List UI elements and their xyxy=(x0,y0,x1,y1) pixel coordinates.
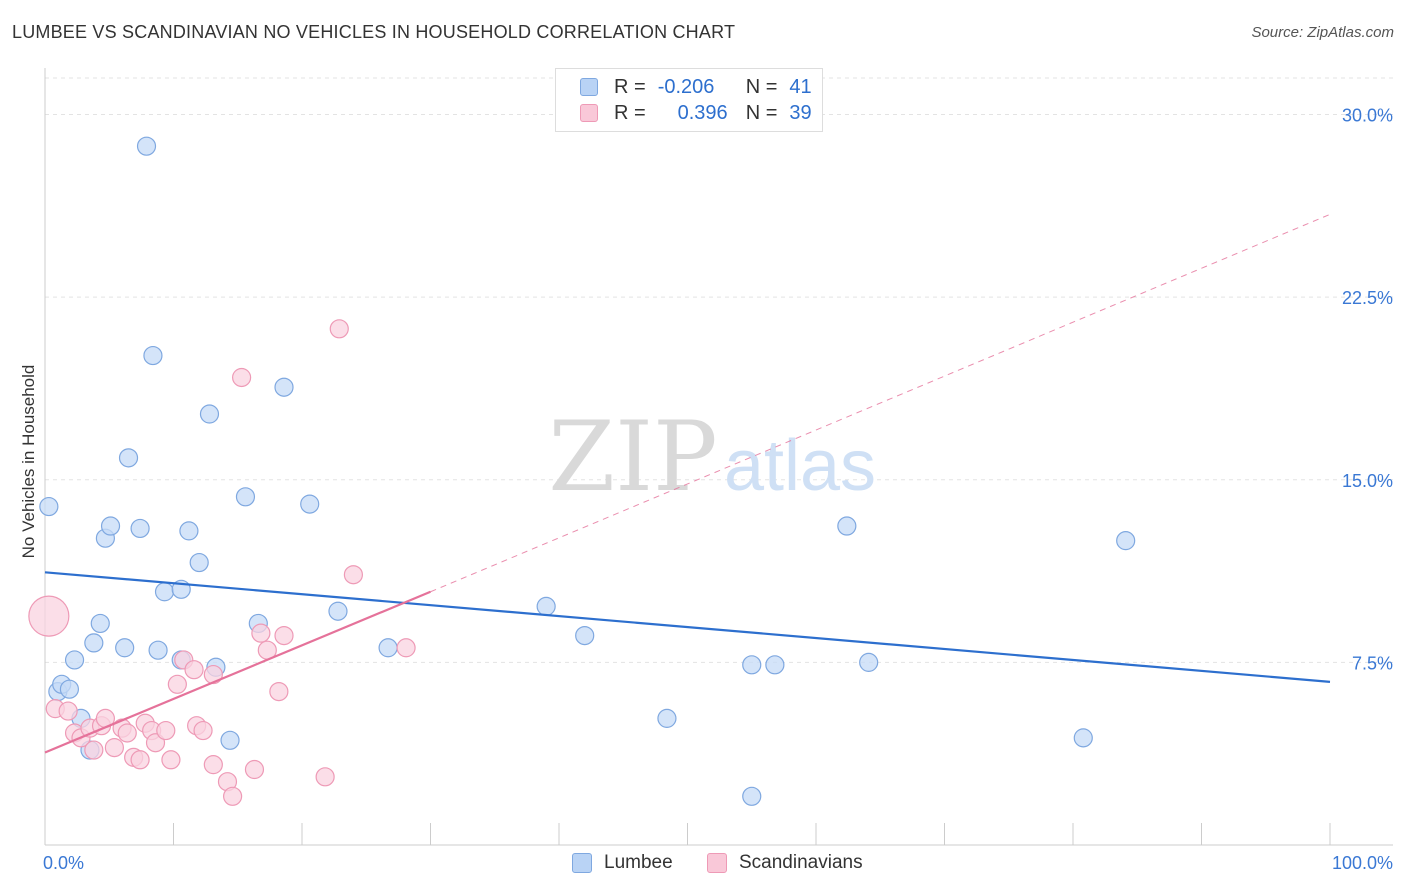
y-tick-label: 7.5% xyxy=(1352,653,1393,673)
legend-n-value: 39 xyxy=(789,101,812,124)
lumbee-point xyxy=(154,582,175,602)
watermark-zip: ZIP xyxy=(548,401,717,513)
watermark: ZIP atlas xyxy=(548,401,876,513)
legend-r-value: 0.396 xyxy=(677,101,728,124)
scandinavian-point xyxy=(58,701,78,721)
scandinavian-point xyxy=(167,674,187,694)
scandinavian-point xyxy=(343,565,363,585)
lumbee-point xyxy=(59,679,80,699)
scandinavian-point xyxy=(274,625,294,646)
series-legend: Lumbee Scandinavians xyxy=(0,852,1406,878)
y-tick-label: 22.5% xyxy=(1342,288,1393,308)
lumbee-trend-line xyxy=(44,571,1331,683)
scandinavian-point xyxy=(84,740,104,760)
scandinavian-point xyxy=(223,786,243,806)
lumbee-point xyxy=(1116,531,1136,551)
scandinavian-point xyxy=(203,664,223,685)
trend-lines xyxy=(44,213,1331,754)
scandinavian-point xyxy=(315,767,335,787)
axis-labels: 7.5% 15.0% 22.5% 30.0% 0.0% 100.0% No Vehicles… xyxy=(19,106,1393,873)
lumbee-point xyxy=(39,496,59,517)
scandinavian-point xyxy=(203,755,223,775)
lumbee-point xyxy=(742,786,762,806)
lumbee-point xyxy=(765,655,785,675)
lumbee-point xyxy=(84,633,104,653)
series-swatch-lumbee xyxy=(572,853,592,873)
scandinavian-point xyxy=(161,750,181,770)
lumbee-point xyxy=(220,730,240,750)
lumbee-point xyxy=(328,601,348,621)
watermark-atlas: atlas xyxy=(724,426,876,506)
correlation-legend: R = -0.206 N = 41 R = 0.396 N = 39 xyxy=(555,68,823,132)
scandinavian-point xyxy=(251,623,271,643)
lumbee-point xyxy=(136,136,157,156)
lumbee-point xyxy=(64,650,85,670)
lumbee-point xyxy=(1073,728,1093,748)
legend-swatch-scandinavians xyxy=(580,104,598,122)
y-axis-title: No Vehicles in Household xyxy=(19,365,38,559)
series-legend-scandinavians[interactable]: Scandinavians xyxy=(707,852,863,874)
scandinavian-point xyxy=(329,319,349,339)
legend-n-value: 41 xyxy=(789,75,812,98)
series-label-lumbee: Lumbee xyxy=(604,852,673,873)
lumbee-point xyxy=(657,708,677,728)
scandinavian-point xyxy=(269,681,289,702)
scandinavian-point xyxy=(130,750,150,770)
data-points xyxy=(28,136,1136,806)
legend-r-label: R = xyxy=(614,101,646,124)
x-tick-label: 0.0% xyxy=(43,853,84,873)
lumbee-point xyxy=(130,518,150,539)
lumbee-point xyxy=(179,521,199,541)
scandinavian-trend-line xyxy=(44,590,431,754)
scandinavian-point xyxy=(193,720,213,741)
legend-r-label: R = xyxy=(614,75,646,98)
chart-title: LUMBEE VS SCANDINAVIAN NO VEHICLES IN HO… xyxy=(12,22,736,42)
legend-r-value: -0.206 xyxy=(657,75,715,98)
lumbee-point xyxy=(90,613,110,634)
y-tick-label: 30.0% xyxy=(1342,106,1393,126)
lumbee-point xyxy=(837,516,857,536)
axes xyxy=(44,68,1393,846)
lumbee-point xyxy=(199,404,220,424)
scandinavian-point xyxy=(117,723,137,743)
scandinavian-point xyxy=(184,660,204,680)
legend-row-lumbee: R = -0.206 N = 41 xyxy=(580,74,812,100)
legend-n-label: N = xyxy=(745,101,778,124)
scandinavian-point xyxy=(396,638,416,658)
scandinavian-point xyxy=(145,733,166,753)
lumbee-point xyxy=(100,516,121,536)
scandinavian-point xyxy=(28,595,70,637)
series-label-scandinavians: Scandinavians xyxy=(739,852,863,873)
lumbee-point xyxy=(300,494,320,514)
legend-swatch-lumbee xyxy=(580,78,598,96)
scandinavian-point xyxy=(156,720,176,741)
lumbee-point xyxy=(143,345,163,366)
lumbee-point xyxy=(148,640,168,660)
scandinavian-point xyxy=(104,738,124,758)
scandinavian-point xyxy=(232,367,252,388)
lumbee-point xyxy=(536,596,556,616)
series-legend-lumbee[interactable]: Lumbee xyxy=(572,852,673,874)
series-swatch-scandinavians xyxy=(707,853,727,873)
lumbee-point xyxy=(742,655,762,675)
x-tick-label: 100.0% xyxy=(1332,853,1393,873)
legend-row-scandinavians: R = 0.396 N = 39 xyxy=(580,100,812,126)
lumbee-point xyxy=(189,552,209,573)
lumbee-point xyxy=(274,377,294,397)
scandinavian-point xyxy=(244,759,265,780)
lumbee-point xyxy=(859,652,879,672)
lumbee-point xyxy=(235,487,256,507)
lumbee-point xyxy=(378,638,398,658)
lumbee-point xyxy=(118,448,139,468)
lumbee-point xyxy=(115,638,135,658)
legend-n-label: N = xyxy=(745,75,778,98)
source-credit: Source: ZipAtlas.com xyxy=(1251,24,1394,41)
scandinavian-trend-extension xyxy=(430,213,1331,593)
lumbee-point xyxy=(575,625,595,646)
y-tick-label: 15.0% xyxy=(1342,471,1393,491)
